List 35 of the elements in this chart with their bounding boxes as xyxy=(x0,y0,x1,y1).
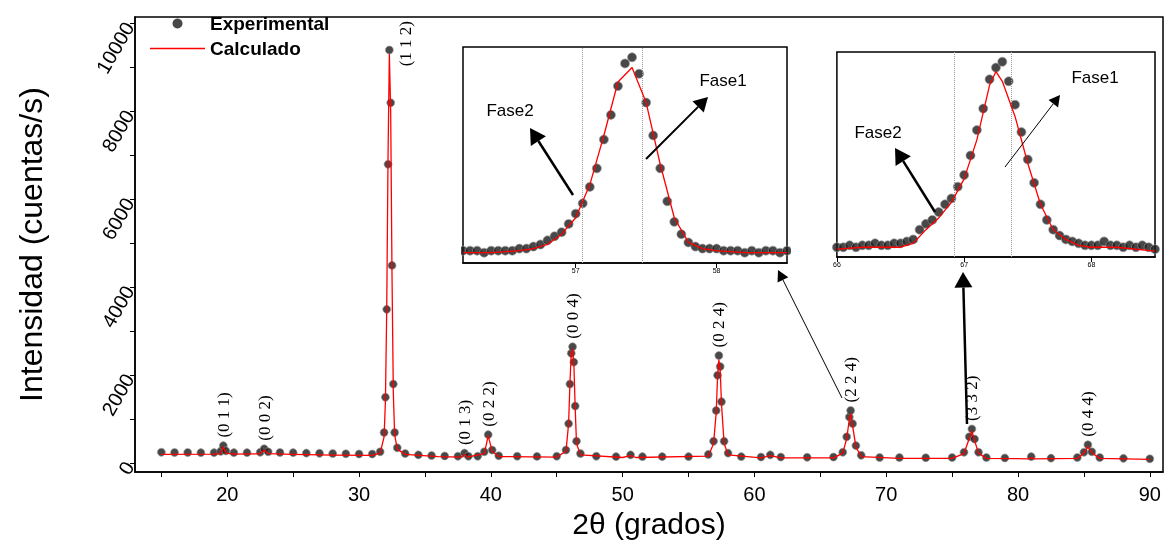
point xyxy=(627,52,637,63)
point xyxy=(782,245,791,256)
x-axis-title: 2θ (grados) xyxy=(572,507,726,541)
annotation: Fase1 xyxy=(699,70,747,90)
annotation: (0 2 4) xyxy=(709,302,729,348)
x-tick-label: 60 xyxy=(743,483,766,505)
x-tick-label: 40 xyxy=(479,483,502,505)
x-tick-label: 70 xyxy=(875,483,898,505)
y-axis-title: Intensidad (cuentas/s) xyxy=(13,87,49,402)
y-tick-label: 0 xyxy=(113,457,139,479)
x-tick-label: 90 xyxy=(1138,483,1161,505)
annotation: (0 2 2) xyxy=(478,381,498,427)
x-tick-label: 30 xyxy=(347,483,371,505)
point xyxy=(1003,76,1014,87)
point xyxy=(997,56,1008,67)
annotation: Fase1 xyxy=(1071,67,1119,87)
point xyxy=(991,62,1001,73)
point xyxy=(1010,99,1020,110)
point xyxy=(620,58,630,69)
point xyxy=(914,224,925,235)
annotation: Fase2 xyxy=(486,100,534,120)
annotation: (0 0 2) xyxy=(254,395,274,441)
annotation: (2 2 4) xyxy=(841,357,861,403)
annotation: (0 4 4) xyxy=(1078,391,1098,437)
annotation: (0 0 4) xyxy=(563,293,583,339)
x-tick-label: 50 xyxy=(611,483,634,505)
legend-label: Calculado xyxy=(210,38,301,59)
legend-label: Experimental xyxy=(210,13,330,34)
x-tick-label: 80 xyxy=(1006,483,1030,505)
point xyxy=(634,68,644,79)
annotation: Fase2 xyxy=(854,122,902,142)
annotation: (1 1 2) xyxy=(395,21,415,67)
x-tick-label: 20 xyxy=(216,483,239,505)
annotation: (0 1 3) xyxy=(454,399,474,446)
annotation: (0 1 1) xyxy=(213,392,233,438)
